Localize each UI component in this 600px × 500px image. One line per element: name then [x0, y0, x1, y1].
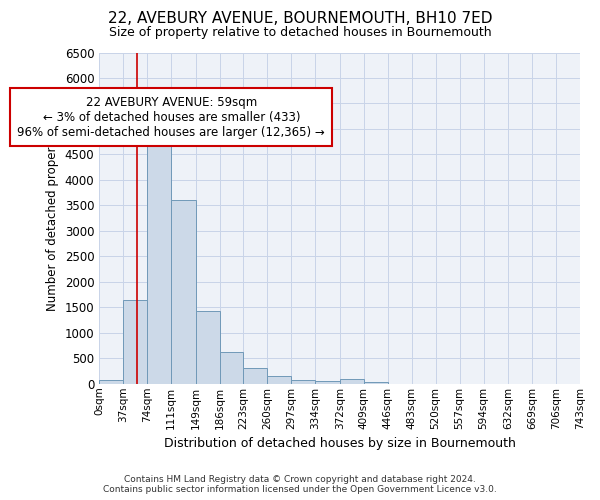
X-axis label: Distribution of detached houses by size in Bournemouth: Distribution of detached houses by size …: [164, 437, 515, 450]
Bar: [99, 380, 123, 384]
Bar: [147, 124, 171, 384]
Bar: [196, 311, 220, 384]
Bar: [244, 368, 268, 384]
Text: 22 AVEBURY AVENUE: 59sqm
← 3% of detached houses are smaller (433)
96% of semi-d: 22 AVEBURY AVENUE: 59sqm ← 3% of detache…: [17, 96, 325, 138]
Bar: [220, 352, 244, 384]
Bar: [315, 381, 340, 384]
Text: 22, AVEBURY AVENUE, BOURNEMOUTH, BH10 7ED: 22, AVEBURY AVENUE, BOURNEMOUTH, BH10 7E…: [108, 11, 492, 26]
Text: Contains HM Land Registry data © Crown copyright and database right 2024.
Contai: Contains HM Land Registry data © Crown c…: [103, 474, 497, 494]
Bar: [123, 300, 147, 384]
Y-axis label: Number of detached properties: Number of detached properties: [46, 125, 59, 311]
Bar: [292, 380, 315, 384]
Bar: [364, 382, 388, 384]
Bar: [171, 200, 196, 384]
Bar: [268, 376, 292, 384]
Text: Size of property relative to detached houses in Bournemouth: Size of property relative to detached ho…: [109, 26, 491, 39]
Bar: [340, 378, 364, 384]
